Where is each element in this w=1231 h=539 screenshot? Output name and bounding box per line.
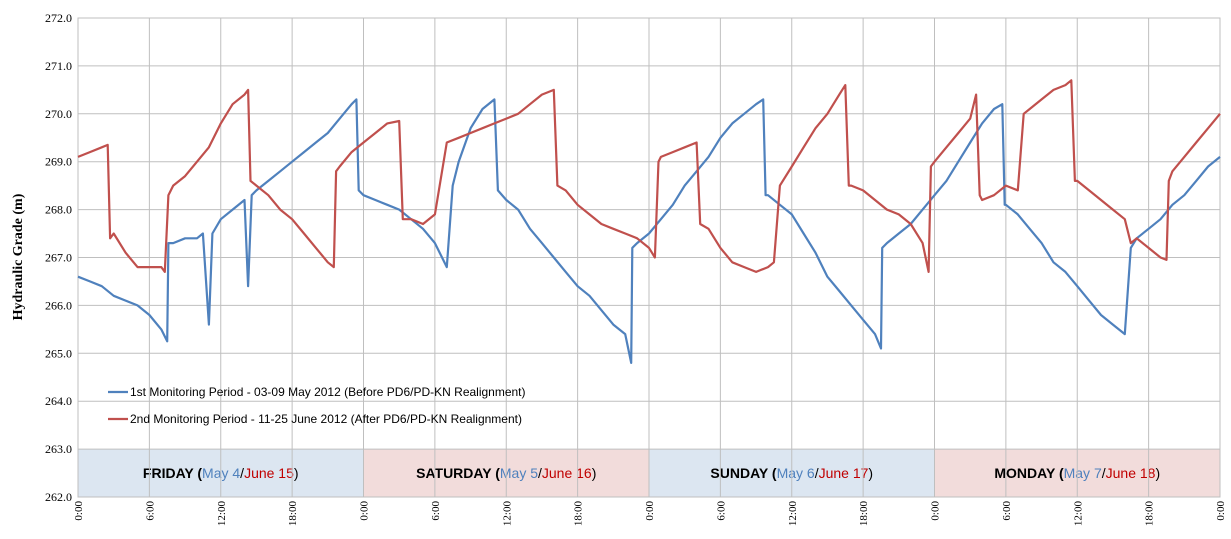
day-band-label-part: ) xyxy=(592,465,597,481)
x-tick-label: 18:00 xyxy=(287,501,299,527)
day-band-label-part: SUNDAY ( xyxy=(710,465,776,481)
series-line xyxy=(77,79,1221,273)
day-band-label-part: June 15 xyxy=(244,465,294,481)
day-band-label-part: / xyxy=(240,465,244,481)
day-band-label-part: ) xyxy=(868,465,873,481)
day-band-label: SATURDAY (May 5/June 16) xyxy=(416,465,596,481)
x-tick-label: 18:00 xyxy=(1144,501,1156,527)
day-band-label-part: ) xyxy=(294,465,299,481)
legend-label: 2nd Monitoring Period - 11-25 June 2012 … xyxy=(130,412,522,426)
day-band-label-part: May 7 xyxy=(1064,465,1102,481)
day-band-label-part: / xyxy=(815,465,819,481)
day-band-label: FRIDAY (May 4/June 15) xyxy=(143,465,299,481)
day-band-label-part: SATURDAY ( xyxy=(416,465,500,481)
y-tick-label: 270.0 xyxy=(45,107,72,121)
y-tick-label: 262.0 xyxy=(45,490,72,504)
day-band-label-part: / xyxy=(1102,465,1106,481)
y-tick-label: 272.0 xyxy=(45,11,72,25)
x-tick-label: 12:00 xyxy=(216,501,228,527)
x-tick-label: 0:00 xyxy=(930,501,942,521)
day-band-label-part: June 18 xyxy=(1106,465,1156,481)
x-tick-label: 6:00 xyxy=(715,501,727,521)
x-tick-label: 12:00 xyxy=(787,501,799,527)
x-tick-label: 0:00 xyxy=(644,501,656,521)
day-band-label: MONDAY (May 7/June 18) xyxy=(994,465,1160,481)
y-tick-label: 266.0 xyxy=(45,298,72,312)
day-band-label-part: May 5 xyxy=(500,465,538,481)
y-axis-title: Hydraulic Grade (m) xyxy=(11,193,26,320)
x-tick-label: 18:00 xyxy=(573,501,585,527)
y-tick-label: 271.0 xyxy=(45,59,72,73)
x-tick-label: 0:00 xyxy=(1215,501,1227,521)
day-band-label-part: June 17 xyxy=(819,465,869,481)
day-band-label-part: May 6 xyxy=(777,465,815,481)
x-tick-label: 12:00 xyxy=(1072,501,1084,527)
x-tick-label: 0:00 xyxy=(359,501,371,521)
x-tick-label: 6:00 xyxy=(1001,501,1013,521)
x-tick-label: 6:00 xyxy=(144,501,156,521)
y-tick-label: 263.0 xyxy=(45,442,72,456)
x-tick-label: 12:00 xyxy=(501,501,513,527)
x-tick-label: 6:00 xyxy=(430,501,442,521)
day-band-label-part: ) xyxy=(1155,465,1160,481)
y-tick-label: 267.0 xyxy=(45,251,72,265)
series-line xyxy=(77,98,1221,364)
y-tick-label: 269.0 xyxy=(45,155,72,169)
y-tick-label: 264.0 xyxy=(45,394,72,408)
y-tick-label: 265.0 xyxy=(45,346,72,360)
day-band-label: SUNDAY (May 6/June 17) xyxy=(710,465,873,481)
day-band-label-part: June 16 xyxy=(542,465,592,481)
day-band-label-part: / xyxy=(538,465,542,481)
plot-border xyxy=(77,17,1221,498)
day-band-label-part: MONDAY ( xyxy=(994,465,1064,481)
y-tick-label: 268.0 xyxy=(45,203,72,217)
x-tick-label: 18:00 xyxy=(858,501,870,527)
day-band-label-part: FRIDAY ( xyxy=(143,465,202,481)
legend-label: 1st Monitoring Period - 03-09 May 2012 (… xyxy=(130,385,526,399)
x-tick-label: 0:00 xyxy=(73,501,85,521)
